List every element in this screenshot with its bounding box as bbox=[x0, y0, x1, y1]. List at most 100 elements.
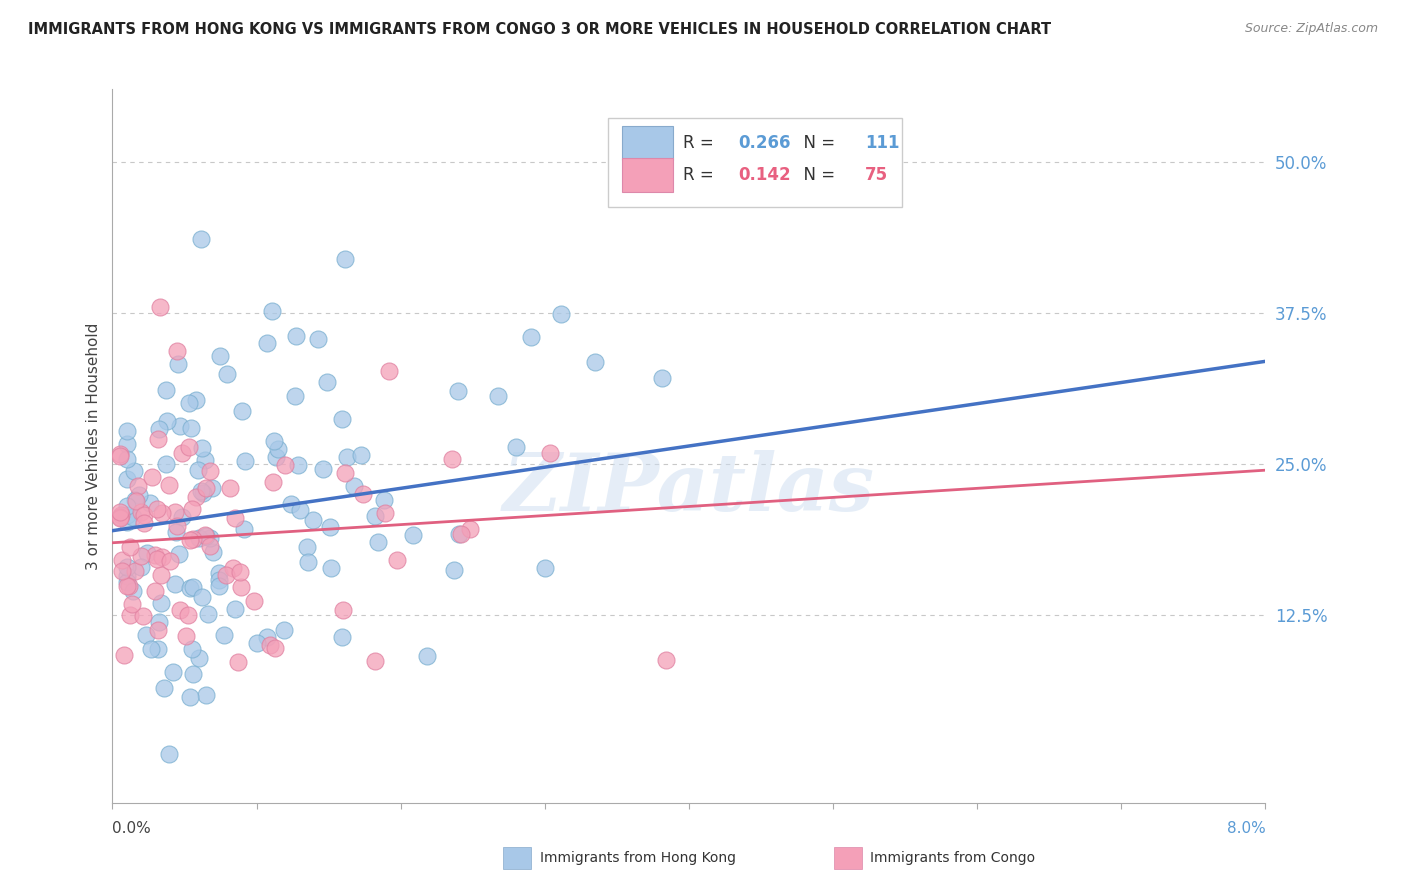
Point bbox=[110, 508, 132, 522]
Text: 0.142: 0.142 bbox=[738, 166, 792, 184]
Point bbox=[231, 404, 253, 418]
Point bbox=[190, 484, 212, 499]
Point bbox=[167, 357, 190, 371]
Text: Source: ZipAtlas.com: Source: ZipAtlas.com bbox=[1244, 22, 1378, 36]
Point bbox=[111, 564, 134, 578]
Point bbox=[378, 364, 401, 378]
Point bbox=[307, 332, 329, 346]
Point bbox=[198, 531, 221, 545]
Point bbox=[143, 549, 166, 563]
Point bbox=[256, 630, 278, 644]
Point bbox=[156, 414, 179, 428]
Point bbox=[150, 568, 173, 582]
Point bbox=[155, 384, 177, 398]
Point bbox=[162, 665, 184, 680]
Point bbox=[273, 623, 295, 637]
Point bbox=[312, 462, 335, 476]
Point bbox=[201, 481, 224, 495]
Point bbox=[651, 371, 673, 385]
Point bbox=[122, 583, 145, 598]
Point bbox=[343, 479, 366, 493]
Point bbox=[195, 688, 218, 702]
Point bbox=[218, 481, 240, 495]
Point bbox=[260, 304, 283, 318]
Point bbox=[115, 452, 138, 467]
Point bbox=[150, 597, 173, 611]
Point bbox=[148, 615, 170, 630]
Point bbox=[180, 501, 202, 516]
Point bbox=[246, 635, 269, 649]
Point bbox=[157, 747, 180, 762]
Point bbox=[416, 648, 439, 663]
Text: N =: N = bbox=[793, 134, 839, 152]
Text: IMMIGRANTS FROM HONG KONG VS IMMIGRANTS FROM CONGO 3 OR MORE VEHICLES IN HOUSEHO: IMMIGRANTS FROM HONG KONG VS IMMIGRANTS … bbox=[28, 22, 1052, 37]
Point bbox=[297, 555, 319, 569]
Point bbox=[108, 447, 131, 461]
Point bbox=[226, 656, 249, 670]
Point bbox=[538, 446, 561, 460]
Point bbox=[374, 506, 396, 520]
Point bbox=[169, 418, 191, 433]
Point bbox=[188, 651, 211, 665]
Point bbox=[233, 454, 256, 468]
Point bbox=[330, 412, 353, 426]
Point bbox=[122, 464, 145, 478]
Point bbox=[267, 442, 290, 456]
Point bbox=[166, 344, 188, 359]
Point bbox=[181, 532, 204, 546]
Point bbox=[141, 469, 163, 483]
Text: 75: 75 bbox=[865, 166, 889, 184]
Point bbox=[443, 564, 465, 578]
Point bbox=[184, 490, 207, 504]
Point bbox=[447, 384, 470, 398]
Point bbox=[115, 560, 138, 574]
Point bbox=[108, 511, 131, 525]
Point bbox=[533, 561, 555, 575]
Point bbox=[486, 389, 509, 403]
Point bbox=[284, 329, 307, 343]
Text: Immigrants from Hong Kong: Immigrants from Hong Kong bbox=[540, 851, 735, 865]
FancyBboxPatch shape bbox=[621, 126, 673, 160]
Point bbox=[124, 564, 146, 578]
Point bbox=[229, 565, 252, 579]
Point bbox=[208, 349, 231, 363]
Point bbox=[157, 478, 180, 492]
Point bbox=[318, 520, 340, 534]
Point bbox=[129, 549, 152, 563]
Point bbox=[263, 434, 285, 449]
Point bbox=[146, 432, 169, 446]
Point bbox=[159, 553, 181, 567]
Point bbox=[115, 472, 138, 486]
Point bbox=[224, 511, 246, 525]
Point bbox=[447, 527, 470, 541]
Point bbox=[194, 452, 217, 467]
Point bbox=[115, 424, 138, 438]
Point bbox=[134, 508, 156, 522]
Point bbox=[301, 513, 323, 527]
Point bbox=[177, 440, 200, 454]
Point bbox=[181, 667, 204, 681]
Point bbox=[264, 641, 287, 656]
Point bbox=[174, 629, 197, 643]
Point bbox=[197, 607, 219, 621]
Point bbox=[115, 515, 138, 529]
Point bbox=[352, 487, 374, 501]
Point bbox=[440, 451, 463, 466]
Point bbox=[212, 628, 235, 642]
Point bbox=[233, 523, 256, 537]
Point bbox=[121, 597, 143, 611]
Point bbox=[297, 540, 319, 554]
Point bbox=[373, 493, 395, 508]
Point bbox=[128, 488, 150, 502]
Point bbox=[181, 581, 204, 595]
Point bbox=[655, 653, 678, 667]
Point bbox=[129, 505, 152, 519]
Point bbox=[179, 581, 201, 595]
Point bbox=[148, 422, 170, 436]
Point bbox=[194, 528, 217, 542]
Point bbox=[132, 516, 155, 530]
Point bbox=[229, 580, 252, 594]
Point bbox=[201, 545, 224, 559]
Point bbox=[169, 603, 191, 617]
Point bbox=[114, 648, 136, 662]
